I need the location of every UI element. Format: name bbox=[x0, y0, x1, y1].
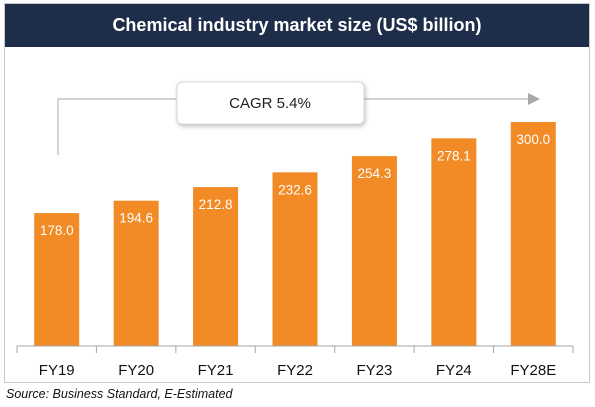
cagr-annotation: CAGR 5.4% bbox=[57, 81, 540, 155]
x-tick-label: FY19 bbox=[39, 362, 75, 379]
bar-fy24 bbox=[431, 138, 477, 346]
x-tick-label: FY20 bbox=[118, 362, 154, 379]
bar-value-label: 194.6 bbox=[119, 211, 153, 226]
x-tick-label: FY21 bbox=[198, 362, 234, 379]
bar-chart: 178.0 194.6 212.8 232.6 254.3 278.1 300.0 FY19… bbox=[16, 81, 574, 379]
bar-fy23 bbox=[351, 156, 397, 346]
bar-fy21 bbox=[193, 187, 239, 346]
cagr-arrow-line bbox=[57, 98, 528, 155]
bar-fy20 bbox=[113, 200, 159, 346]
bars-group: 178.0 194.6 212.8 232.6 254.3 278.1 300.0 bbox=[34, 122, 556, 346]
bar-value-label: 212.8 bbox=[199, 197, 233, 212]
bar-value-label: 300.0 bbox=[516, 132, 550, 147]
bar-fy28e bbox=[510, 122, 556, 346]
cagr-box bbox=[176, 81, 365, 125]
bar-value-label: 278.1 bbox=[437, 148, 471, 163]
x-axis: FY19 FY20 FY21 FY22 FY23 FY24 FY28E bbox=[16, 345, 574, 379]
arrow-head-icon bbox=[528, 93, 540, 105]
source-note: Source: Business Standard, E-Estimated bbox=[6, 387, 233, 401]
bar-fy22 bbox=[272, 172, 318, 346]
bar-fy19 bbox=[34, 213, 80, 346]
x-tick-label: FY28E bbox=[510, 362, 556, 379]
bar-value-label: 178.0 bbox=[40, 223, 74, 238]
x-tick-label: FY22 bbox=[277, 362, 313, 379]
bar-value-label: 254.3 bbox=[358, 166, 392, 181]
bar-value-label: 232.6 bbox=[278, 182, 312, 197]
cagr-label: CAGR 5.4% bbox=[229, 95, 311, 112]
x-tick-label: FY23 bbox=[356, 362, 392, 379]
x-tick-label: FY24 bbox=[436, 362, 472, 379]
chart-title: Chemical industry market size (US$ billi… bbox=[5, 4, 589, 47]
